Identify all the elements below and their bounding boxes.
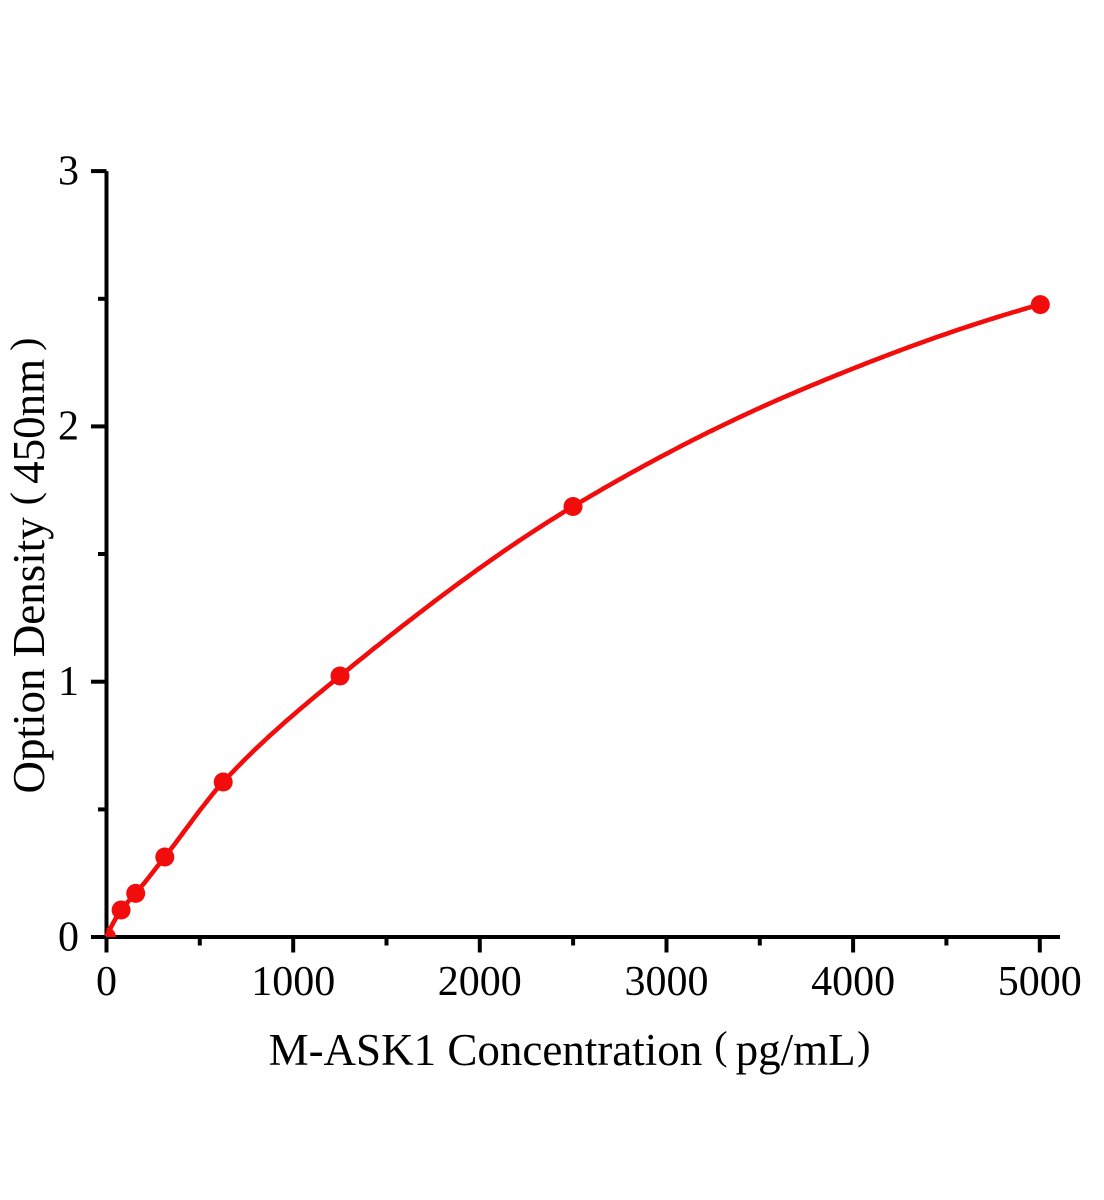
svg-text:4000: 4000 [811, 959, 895, 1005]
svg-text:5000: 5000 [998, 959, 1082, 1005]
svg-text:2000: 2000 [438, 959, 522, 1005]
svg-text:M-ASK1 Concentration(pg/mL): M-ASK1 Concentration(pg/mL) [269, 1023, 871, 1075]
svg-text:0: 0 [96, 959, 117, 1005]
svg-text:0: 0 [58, 914, 79, 960]
svg-text:Option Density(450nm): Option Density(450nm) [2, 338, 54, 794]
svg-text:1000: 1000 [251, 959, 335, 1005]
svg-text:1: 1 [58, 659, 79, 705]
svg-text:2: 2 [58, 404, 79, 450]
svg-text:3: 3 [58, 148, 79, 194]
svg-text:3000: 3000 [625, 959, 709, 1005]
